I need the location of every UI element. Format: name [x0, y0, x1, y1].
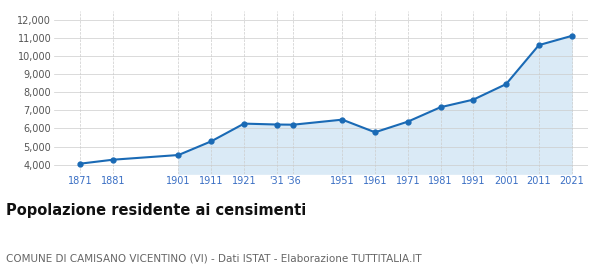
Text: Popolazione residente ai censimenti: Popolazione residente ai censimenti [6, 203, 306, 218]
Text: COMUNE DI CAMISANO VICENTINO (VI) - Dati ISTAT - Elaborazione TUTTITALIA.IT: COMUNE DI CAMISANO VICENTINO (VI) - Dati… [6, 253, 422, 263]
